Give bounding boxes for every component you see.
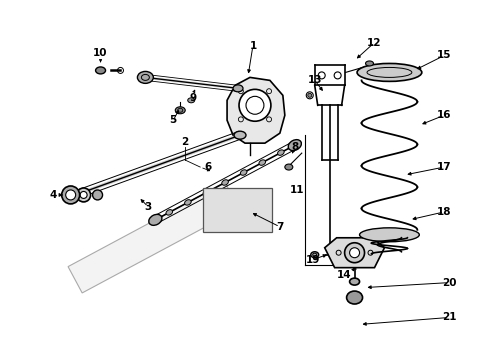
Polygon shape (226, 77, 285, 143)
Ellipse shape (223, 206, 232, 214)
Text: 7: 7 (276, 222, 283, 232)
Ellipse shape (240, 170, 246, 175)
Ellipse shape (222, 180, 228, 185)
Text: 1: 1 (249, 41, 256, 50)
Text: 2: 2 (181, 137, 188, 147)
Text: 10: 10 (93, 49, 107, 58)
Ellipse shape (349, 278, 359, 285)
Text: 12: 12 (366, 37, 381, 48)
Ellipse shape (65, 190, 76, 200)
Ellipse shape (219, 203, 236, 217)
Text: 9: 9 (189, 93, 196, 103)
Text: 8: 8 (290, 142, 298, 152)
Bar (68, 183, 239, 293)
Ellipse shape (346, 291, 362, 304)
Ellipse shape (184, 200, 191, 205)
Ellipse shape (239, 89, 270, 121)
Text: 20: 20 (441, 278, 455, 288)
Ellipse shape (61, 186, 80, 204)
Ellipse shape (356, 63, 421, 81)
Ellipse shape (80, 192, 87, 198)
Ellipse shape (203, 190, 209, 195)
Text: 19: 19 (305, 255, 319, 265)
Text: 13: 13 (307, 75, 321, 85)
Ellipse shape (148, 214, 162, 225)
Ellipse shape (92, 190, 102, 200)
Ellipse shape (287, 140, 301, 150)
Text: 14: 14 (337, 270, 351, 280)
Ellipse shape (165, 210, 172, 215)
Text: 11: 11 (289, 185, 304, 195)
Text: 4: 4 (49, 190, 56, 200)
Ellipse shape (365, 61, 373, 66)
Ellipse shape (359, 228, 419, 242)
Ellipse shape (77, 188, 90, 202)
Ellipse shape (344, 243, 364, 263)
Ellipse shape (285, 164, 292, 170)
Text: 15: 15 (436, 50, 450, 60)
Ellipse shape (187, 98, 194, 103)
Text: 17: 17 (436, 162, 450, 172)
Text: 5: 5 (169, 115, 177, 125)
Ellipse shape (310, 252, 318, 258)
Text: 16: 16 (436, 110, 450, 120)
Ellipse shape (349, 248, 359, 258)
Ellipse shape (175, 107, 185, 114)
Polygon shape (324, 238, 384, 268)
Text: 3: 3 (144, 202, 152, 212)
Text: 6: 6 (204, 162, 211, 172)
Ellipse shape (137, 71, 153, 84)
Ellipse shape (234, 131, 245, 139)
Ellipse shape (95, 67, 105, 74)
FancyBboxPatch shape (203, 188, 271, 232)
Ellipse shape (277, 150, 284, 156)
Ellipse shape (233, 85, 243, 92)
Ellipse shape (307, 93, 311, 97)
Text: 18: 18 (436, 207, 450, 217)
Ellipse shape (259, 160, 265, 165)
Text: 21: 21 (441, 312, 455, 323)
